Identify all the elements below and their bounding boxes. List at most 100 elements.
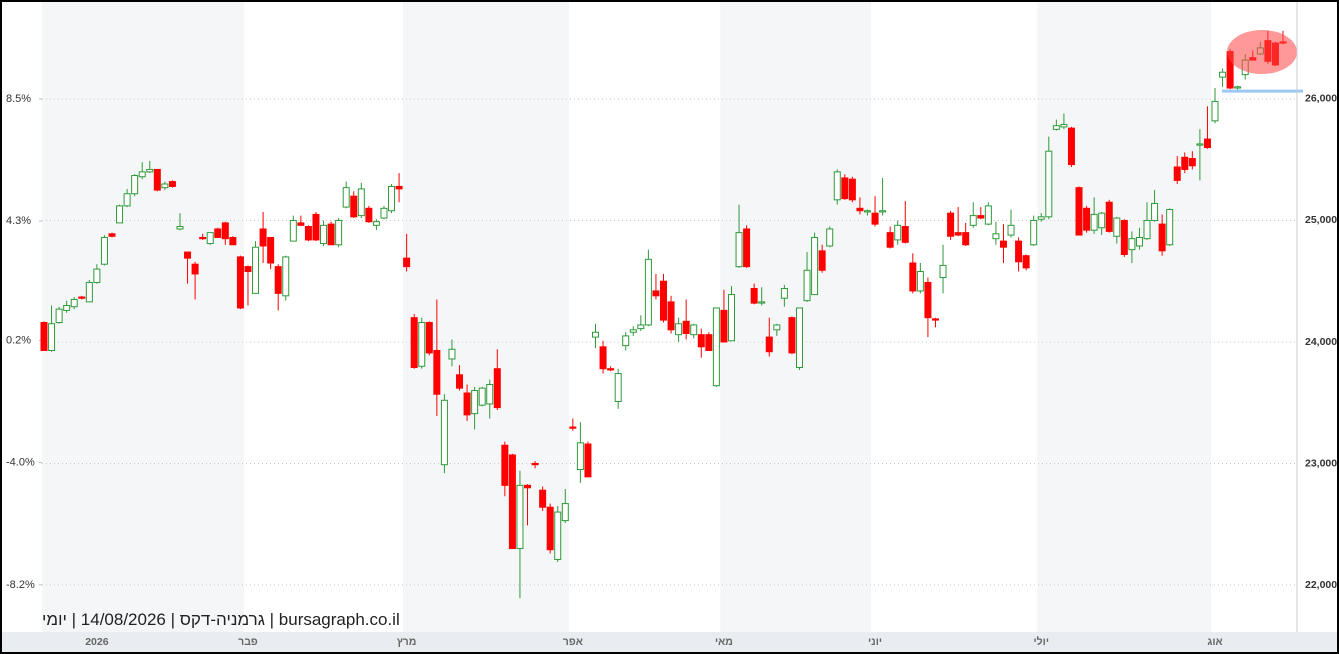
month-bands	[42, 2, 1297, 632]
candle-body	[1067, 127, 1075, 166]
candle-body	[1007, 224, 1015, 236]
candle-body	[818, 250, 826, 271]
candle-body	[811, 236, 819, 296]
watermark: bursagraph.co.il | גרמניה-דקס | 14/08/20…	[42, 610, 400, 629]
candle-body	[1234, 86, 1242, 89]
candle-body	[524, 484, 532, 489]
candle-body	[55, 308, 63, 324]
y-tick-label: 22,000	[1305, 579, 1337, 591]
candle-body	[947, 212, 955, 237]
month-band	[569, 2, 721, 632]
candle-body	[1158, 223, 1166, 252]
candle-body	[395, 185, 403, 190]
candle-body	[100, 236, 108, 265]
candle-body	[380, 207, 388, 219]
candle-body	[546, 506, 554, 551]
highlight	[1227, 30, 1297, 74]
candle-body	[735, 232, 743, 268]
y2-tick-label: 0.2%	[6, 334, 31, 346]
candle-body	[199, 236, 207, 240]
x-tick-label: אוג	[1207, 636, 1222, 648]
candle-body	[667, 301, 675, 331]
candle-body	[388, 185, 396, 212]
candle-body	[131, 175, 139, 195]
y-tick-label: 25,000	[1305, 214, 1337, 226]
candle-body	[984, 205, 992, 225]
candle-body	[637, 324, 645, 330]
candle-body	[705, 334, 713, 351]
candle-body	[780, 288, 788, 299]
candle-body	[1090, 213, 1098, 231]
candle-body	[1022, 255, 1030, 269]
candle-body	[1037, 216, 1045, 220]
candle-body	[992, 233, 1000, 240]
candle-body	[1015, 240, 1023, 263]
candle-body	[221, 222, 229, 240]
candle-body	[1196, 143, 1204, 146]
candle-body	[214, 228, 222, 238]
candle-body	[977, 215, 985, 219]
candle-body	[924, 281, 932, 319]
y2-tick-label: 8.5%	[6, 93, 31, 105]
y2-tick-label: -8.2%	[6, 579, 35, 591]
candle-body	[879, 210, 887, 213]
y-tick-label: 26,000	[1305, 93, 1337, 105]
candle-body	[1128, 238, 1136, 251]
candle-body	[138, 171, 146, 178]
candle-body	[357, 188, 365, 217]
month-band	[720, 2, 872, 632]
candle-body	[644, 258, 652, 326]
candle-body	[1030, 219, 1038, 246]
candle-body	[259, 228, 267, 247]
candle-body	[720, 309, 728, 343]
candle-body	[350, 195, 358, 218]
candle-body	[289, 219, 297, 242]
candle-body	[1075, 187, 1083, 236]
candle-body	[274, 266, 282, 294]
candle-body	[1045, 150, 1053, 218]
candle-body	[433, 349, 441, 395]
candle-body	[962, 232, 970, 246]
candle-body	[629, 329, 637, 333]
candle-body	[614, 373, 622, 403]
candle-body	[1105, 201, 1113, 232]
candle-body	[1166, 209, 1174, 246]
candle-body	[773, 324, 781, 331]
x-tick-label: אפר	[563, 636, 583, 648]
candle-body	[486, 383, 494, 405]
candle-body	[146, 168, 154, 173]
candle-body	[184, 251, 192, 259]
candle-body	[1052, 125, 1060, 130]
candle-body	[999, 240, 1007, 248]
x-tick-label: מרץ	[397, 636, 416, 648]
candle-body	[176, 226, 184, 230]
candle-body	[969, 215, 977, 226]
candle-body	[1083, 207, 1091, 231]
y-tick-label: 23,000	[1305, 457, 1337, 469]
candle-body	[894, 224, 902, 241]
candle-body	[70, 298, 78, 308]
candle-body	[297, 222, 305, 226]
candle-body	[841, 177, 849, 200]
candle-body	[1203, 138, 1211, 149]
candle-body	[931, 318, 939, 321]
candle-body	[1173, 166, 1181, 181]
y-tick-label: 24,000	[1305, 336, 1337, 348]
candle-body	[909, 262, 917, 292]
candle-body	[78, 296, 86, 299]
candle-body	[561, 503, 569, 522]
candle-body	[863, 210, 871, 213]
x-axis-strip	[0, 632, 1339, 653]
candle-body	[456, 374, 464, 389]
candle-body	[1060, 123, 1068, 128]
candle-body	[153, 168, 161, 191]
candle-body	[833, 171, 841, 201]
candle-body	[788, 317, 796, 354]
candle-body	[320, 224, 328, 245]
candle-body	[1113, 217, 1121, 237]
candle-body	[803, 269, 811, 302]
candle-body	[531, 462, 539, 466]
candle-body	[901, 226, 909, 243]
